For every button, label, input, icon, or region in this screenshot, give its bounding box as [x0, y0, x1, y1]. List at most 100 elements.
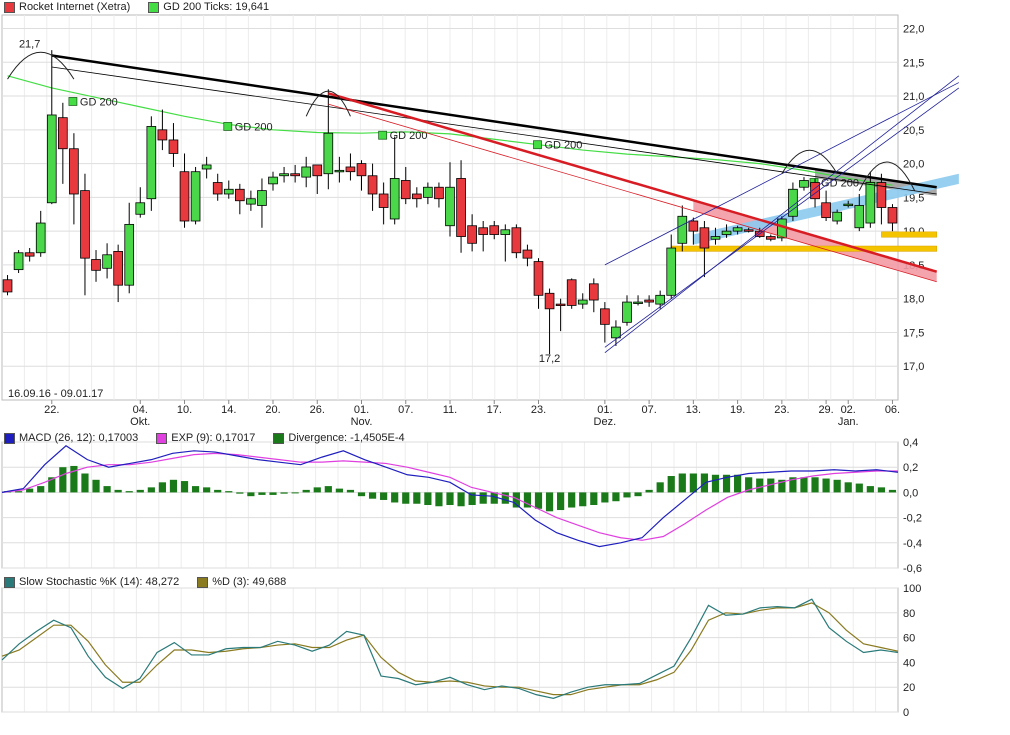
stoch-y-tick: 0 — [903, 707, 909, 719]
divergence-bar — [203, 487, 211, 493]
macd-y-tick: 0,4 — [903, 437, 918, 449]
divergence-bar — [579, 492, 587, 507]
candle-body — [843, 203, 854, 207]
candle-body — [710, 236, 721, 240]
divergence-bar — [789, 477, 797, 493]
price-y-tick: 20,5 — [903, 125, 924, 137]
candle-body — [356, 163, 367, 177]
peak-arc — [7, 52, 75, 80]
candle-body — [544, 292, 555, 310]
divergence-bar — [125, 491, 133, 493]
divergence-bar — [711, 474, 720, 493]
divergence-bar — [811, 477, 819, 493]
stoch-k-line — [1, 598, 899, 699]
divergence-bar — [568, 492, 576, 508]
candle-body — [400, 180, 411, 200]
candle-body — [24, 252, 35, 257]
candle-body — [102, 254, 112, 269]
divergence-bar — [844, 482, 852, 493]
candle-body — [113, 251, 123, 286]
divergence-bar — [48, 477, 56, 493]
candle-body — [91, 259, 101, 271]
divergence-bar — [236, 492, 244, 494]
candle-body — [190, 171, 201, 222]
divergence-bar — [214, 489, 222, 493]
stochastic-legend: Slow Stochastic %K (14): 48,272 %D (3): 4… — [4, 575, 300, 589]
divergence-bar — [645, 489, 653, 493]
x-tick-label: 01. — [354, 404, 369, 416]
candle-body — [411, 193, 422, 200]
trend-line — [604, 82, 960, 266]
divergence-bar — [291, 492, 299, 494]
gd200-label: GD 200 — [544, 140, 582, 152]
divergence-bar — [92, 479, 100, 493]
candle-body — [323, 132, 334, 175]
x-tick-label: 02. — [841, 404, 856, 416]
gd200-marker — [533, 140, 542, 150]
candle-body — [810, 182, 820, 200]
divergence-bar — [103, 486, 111, 493]
divergence-bar — [667, 476, 675, 493]
gd200-line — [7, 75, 893, 186]
price-y-tick: 17,5 — [903, 327, 924, 339]
candle-body — [600, 308, 610, 325]
candle-body — [832, 211, 842, 222]
x-tick-label: 23. — [531, 404, 546, 416]
divergence-bar — [59, 467, 67, 493]
candle-body — [765, 236, 776, 240]
stoch-y-tick: 60 — [903, 633, 915, 645]
divergence-bar — [114, 489, 122, 493]
date-range-label: 16.09.16 - 09.01.17 — [8, 388, 103, 400]
price-annotation: 17,2 — [539, 353, 560, 365]
price-swatch-0 — [4, 1, 15, 13]
price-y-tick: 17,0 — [903, 361, 924, 373]
macd-swatch-2 — [273, 432, 285, 444]
peak-arc — [305, 90, 351, 117]
x-tick-label: 10. — [177, 404, 192, 416]
candle-body — [212, 182, 223, 195]
x-tick-month: Okt. — [130, 416, 150, 428]
divergence-bar — [169, 479, 178, 493]
x-tick-label: 06. — [885, 404, 900, 416]
candle-body — [788, 188, 798, 217]
candle-body — [655, 294, 665, 305]
macd-label-2: Divergence: -1,4505E-4 — [288, 432, 405, 444]
divergence-bar — [335, 488, 343, 493]
candle-body — [688, 220, 699, 232]
divergence-bar — [512, 492, 520, 508]
price-y-tick: 18,0 — [903, 294, 924, 306]
candle-body — [46, 114, 57, 204]
macd-y-tick: -0,2 — [903, 513, 922, 525]
candle-body — [135, 202, 146, 215]
price-y-tick: 21,0 — [903, 91, 924, 103]
peak-arc — [858, 161, 916, 191]
candle-body — [80, 190, 90, 259]
divergence-bar — [81, 473, 89, 493]
candle-body — [312, 164, 323, 177]
divergence-bar — [866, 486, 874, 493]
x-tick-label: 04. — [133, 404, 148, 416]
candle-body — [345, 166, 356, 173]
candle-body — [887, 207, 898, 224]
divergence-bar — [37, 486, 45, 493]
divergence-bar — [247, 492, 255, 497]
divergence-bar — [877, 487, 886, 493]
macd-swatch-1 — [156, 432, 168, 444]
price-y-tick: 22,0 — [903, 24, 924, 36]
candle-body — [445, 186, 455, 227]
candle-body — [588, 283, 599, 301]
macd-legend: MACD (26, 12): 0,17003 EXP (9): 0,17017 Di… — [4, 431, 419, 445]
candle-body — [489, 225, 500, 235]
divergence-bar — [280, 492, 288, 494]
divergence-bar — [147, 487, 155, 493]
candle-body — [2, 279, 13, 293]
divergence-bar — [523, 492, 532, 508]
x-tick-label: 11. — [443, 404, 457, 416]
divergence-bar — [26, 488, 34, 493]
candle-body — [854, 205, 865, 229]
candle-body — [876, 182, 887, 208]
divergence-bar — [888, 489, 897, 493]
price-label-0: Rocket Internet (Xetra) — [19, 1, 131, 13]
divergence-bar — [855, 483, 863, 493]
